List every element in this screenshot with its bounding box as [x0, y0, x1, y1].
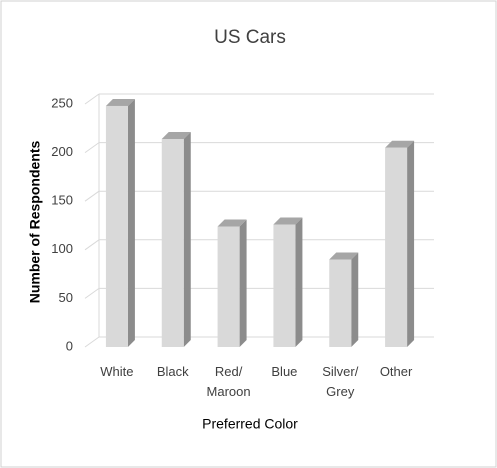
bar-top: [217, 219, 247, 227]
grid-line-side: [84, 239, 100, 251]
x-tick-label: Red/ Maroon: [206, 364, 251, 399]
bar: [273, 224, 296, 347]
grid-line-side: [84, 336, 100, 348]
bar-top: [161, 131, 191, 139]
x-tick-label: Blue: [271, 364, 298, 379]
x-tick-label: White: [100, 364, 134, 379]
bar-top: [329, 252, 359, 260]
bar: [161, 138, 184, 347]
bar: [385, 147, 408, 347]
bar-top: [385, 140, 415, 148]
bar-side: [407, 140, 415, 347]
y-tick-label: 100: [51, 241, 73, 256]
bar: [217, 226, 240, 347]
bar-side: [351, 252, 359, 347]
grid-line-side: [84, 190, 100, 202]
grid-line-side: [84, 93, 100, 105]
y-tick-label: 0: [66, 338, 73, 353]
grid-line-side: [84, 287, 100, 299]
bar-side: [183, 131, 191, 347]
y-tick-label: 50: [59, 290, 73, 305]
bar: [329, 259, 352, 347]
x-axis-label: Preferred Color: [202, 416, 298, 432]
y-axis-label: Number of Respondents: [27, 141, 43, 304]
y-tick-label: 150: [51, 193, 73, 208]
y-tick-label: 250: [51, 95, 73, 110]
grid-line-side: [84, 142, 100, 154]
bar: [105, 105, 128, 347]
bar-side: [295, 217, 303, 347]
chart-title: US Cars: [214, 27, 286, 48]
x-tick-label: Other: [379, 364, 413, 379]
bar-top: [273, 217, 303, 225]
y-tick-label: 200: [51, 144, 73, 159]
bar-side: [127, 98, 135, 347]
bar-top: [105, 98, 135, 106]
x-tick-label: Silver/ Grey: [322, 364, 359, 399]
bar-side: [239, 219, 247, 347]
x-tick-label: Black: [156, 364, 189, 379]
